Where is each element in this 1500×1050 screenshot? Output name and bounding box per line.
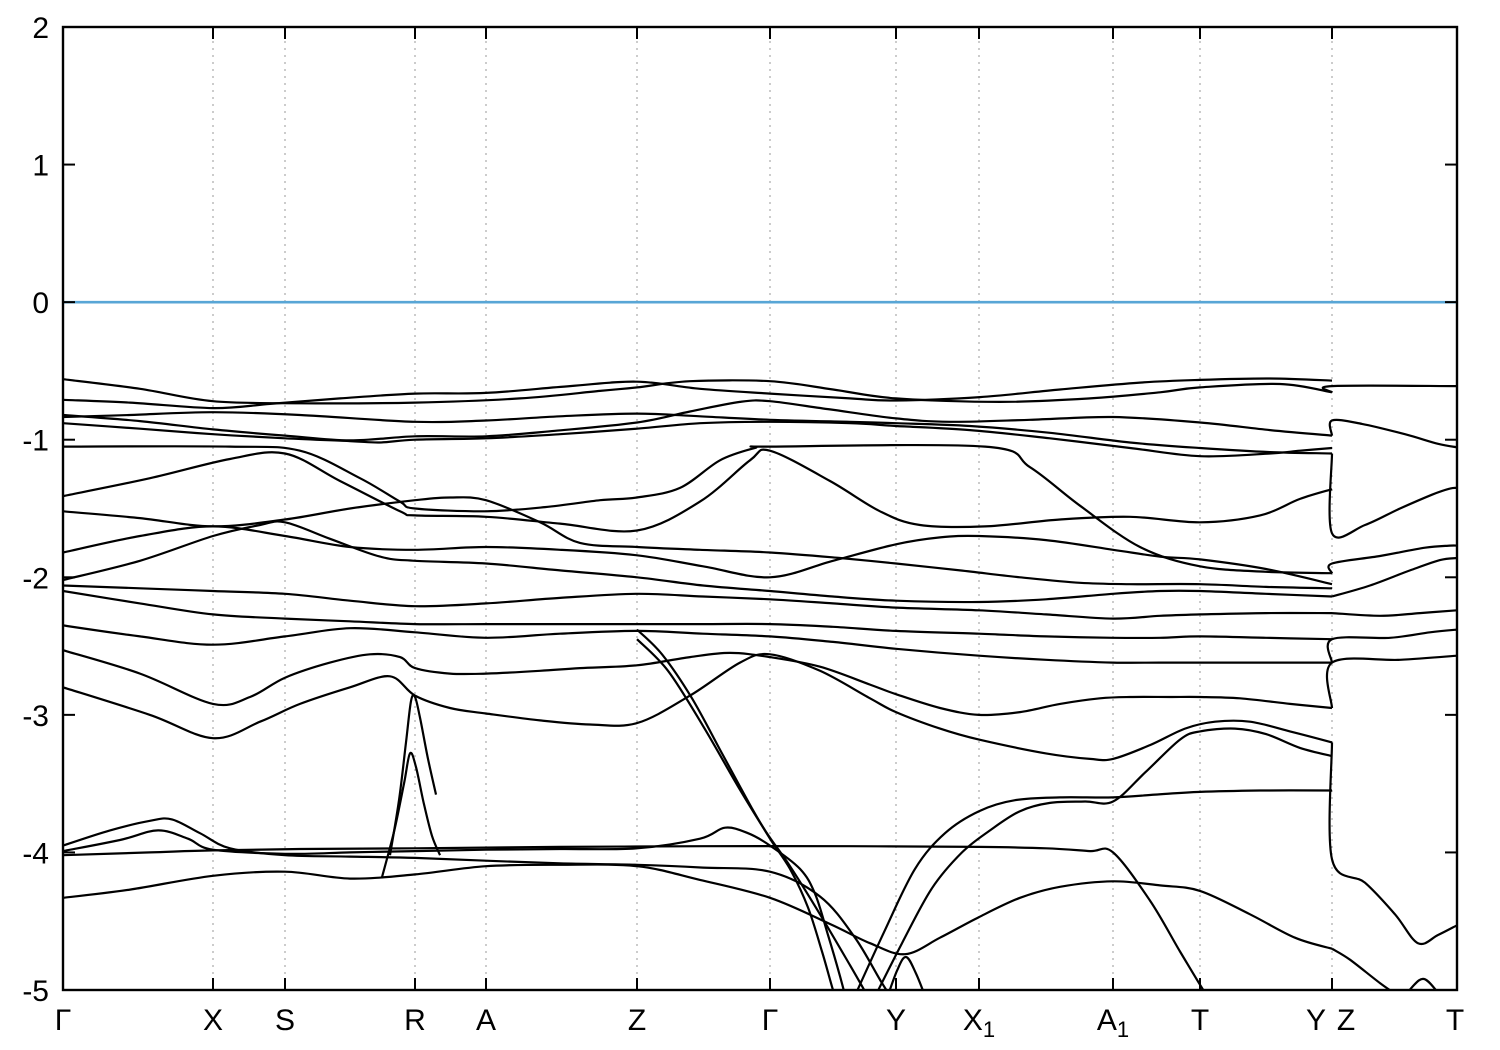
k-point-label: X1	[963, 1004, 995, 1042]
band-line	[63, 845, 1205, 990]
band-line	[63, 826, 845, 990]
band-line	[63, 420, 1333, 458]
band-line	[1326, 628, 1457, 663]
band-line	[1328, 418, 1457, 449]
band-line	[63, 520, 1333, 604]
band-line	[1321, 384, 1457, 394]
k-point-label: Z	[1337, 1004, 1355, 1037]
band-line	[63, 584, 1333, 620]
plot-border	[61, 25, 1459, 992]
band-line	[63, 863, 1333, 956]
band-line	[1331, 947, 1392, 990]
band-line	[63, 443, 1333, 575]
y-axis-labels: 2 1 0 -1 -2 -3 -4 -5	[22, 12, 49, 1008]
band-line	[63, 448, 1333, 533]
y-tick-label: 2	[32, 12, 49, 45]
k-point-label: T	[1446, 1004, 1464, 1037]
band-line	[63, 411, 1333, 455]
y-tick-label: 1	[32, 150, 49, 183]
band-line	[636, 628, 835, 990]
band-lines-group	[63, 377, 1457, 990]
k-point-label: Z	[628, 1004, 646, 1037]
band-line	[877, 727, 1333, 990]
y-tick-label: -1	[22, 425, 49, 458]
k-point-label: R	[404, 1004, 426, 1037]
x-axis-labels: Γ X S R A Z Γ Y X1 A1 T Y Z T	[55, 1004, 1464, 1042]
k-point-label: Y	[886, 1004, 906, 1037]
k-point-label: Y	[1306, 1004, 1326, 1037]
band-line	[636, 638, 866, 990]
band-line	[63, 496, 1333, 590]
y-tick-label: -5	[22, 975, 49, 1008]
k-point-label: Γ	[762, 1004, 779, 1037]
plot-border-group	[61, 25, 1459, 992]
band-line	[1325, 654, 1457, 709]
k-point-label: A1	[1097, 1004, 1129, 1042]
k-point-label: Γ	[55, 1004, 72, 1037]
band-line	[888, 955, 924, 990]
k-point-label: S	[275, 1004, 295, 1037]
band-line	[1331, 609, 1457, 617]
k-point-label: X	[203, 1004, 223, 1037]
k-point-label: T	[1191, 1004, 1209, 1037]
band-line	[856, 789, 1333, 990]
y-tick-label: 0	[32, 287, 49, 320]
band-line	[1328, 742, 1457, 946]
band-line	[63, 377, 1333, 410]
band-line	[63, 589, 1333, 641]
y-tick-label: -2	[22, 562, 49, 595]
band-line	[63, 817, 888, 990]
band-line	[63, 624, 1332, 664]
band-line	[1327, 544, 1457, 574]
band-line	[63, 525, 1333, 586]
band-line	[1331, 556, 1457, 598]
y-tick-label: -4	[22, 837, 49, 870]
axis-ticks-group	[62, 26, 1457, 991]
band-line	[388, 693, 438, 856]
k-point-label: A	[476, 1004, 496, 1037]
band-line	[1328, 453, 1457, 539]
band-line	[63, 652, 1333, 762]
band-line	[63, 649, 1333, 717]
band-line	[1408, 977, 1438, 990]
y-tick-label: -3	[22, 700, 49, 733]
band-line	[63, 399, 1333, 442]
